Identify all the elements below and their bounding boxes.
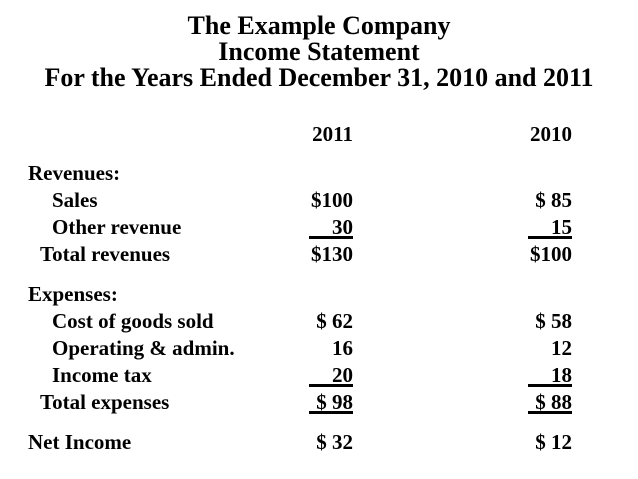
value-text: $ 12 [535, 430, 572, 454]
value-2011: $ 62 [297, 308, 353, 335]
value-text: $100 [530, 242, 572, 266]
table-row-net-income: Net Income $ 32 $ 12 [0, 429, 638, 456]
value-2010 [516, 281, 572, 308]
value-2010: $100 [516, 241, 572, 268]
row-label: Revenues: [28, 161, 121, 185]
value-2010: 18 [516, 362, 572, 389]
table-row-expenses-header: Expenses: [0, 281, 638, 308]
value-2011: $ 98 [297, 389, 353, 416]
row-label: Operating & admin. [52, 336, 235, 360]
value-text: 20 [309, 365, 353, 387]
value-2011: 20 [297, 362, 353, 389]
row-label: Sales [52, 188, 98, 212]
value-2011: 16 [297, 335, 353, 362]
value-2010: $ 12 [516, 429, 572, 456]
row-label: Income tax [52, 363, 152, 387]
row-label: Total revenues [40, 242, 171, 266]
value-2011: $ 32 [297, 429, 353, 456]
column-header-2011-text: 2011 [312, 122, 353, 146]
table-row-operating-admin: Operating & admin. 16 12 [0, 335, 638, 362]
value-text: $100 [311, 188, 353, 212]
value-text: $ 32 [316, 430, 353, 454]
value-text: $ 62 [316, 309, 353, 333]
value-2011 [297, 281, 353, 308]
value-text: 15 [528, 217, 572, 239]
table-row-cost-of-goods-sold: Cost of goods sold $ 62 $ 58 [0, 308, 638, 335]
value-text: 16 [332, 336, 353, 360]
value-2010: 12 [516, 335, 572, 362]
value-text: 18 [528, 365, 572, 387]
table-row-total-revenues: Total revenues $130 $100 [0, 241, 638, 268]
value-2010: $ 85 [516, 187, 572, 214]
table-row-income-tax: Income tax 20 18 [0, 362, 638, 389]
value-text: $ 98 [309, 392, 353, 414]
value-text: $ 85 [535, 188, 572, 212]
table-row-sales: Sales $100 $ 85 [0, 187, 638, 214]
value-2011 [297, 160, 353, 187]
value-2011: $100 [297, 187, 353, 214]
row-label: Total expenses [40, 390, 170, 414]
column-header-2010: 2010 [516, 121, 572, 148]
table-row-total-expenses: Total expenses $ 98 $ 88 [0, 389, 638, 416]
value-text: $ 58 [535, 309, 572, 333]
table-row-revenues-header: Revenues: [0, 160, 638, 187]
income-statement-table: 2011 2010 Revenues: Sales $100 $ 85 Othe… [0, 121, 638, 456]
column-header-2010-text: 2010 [530, 122, 572, 146]
value-text: $ 88 [528, 392, 572, 414]
value-text: 12 [551, 336, 572, 360]
value-2011: 30 [297, 214, 353, 241]
row-label: Other revenue [52, 215, 182, 239]
row-label: Expenses: [28, 282, 118, 306]
column-header-2011: 2011 [297, 121, 353, 148]
value-2010: $ 58 [516, 308, 572, 335]
table-header-row: 2011 2010 [0, 121, 638, 148]
row-label: Net Income [28, 430, 132, 454]
value-2010 [516, 160, 572, 187]
statement-name: Income Statement [218, 37, 420, 66]
value-2011: $130 [297, 241, 353, 268]
company-name: The Example Company [187, 11, 451, 40]
value-2010: $ 88 [516, 389, 572, 416]
value-text: 30 [309, 217, 353, 239]
header-spacer [0, 121, 297, 148]
row-label: Cost of goods sold [52, 309, 214, 333]
table-row-other-revenue: Other revenue 30 15 [0, 214, 638, 241]
value-text: $130 [311, 242, 353, 266]
period-text: For the Years Ended December 31, 2010 an… [44, 63, 594, 92]
value-2010: 15 [516, 214, 572, 241]
slide-title: The Example Company Income Statement For… [0, 13, 638, 91]
